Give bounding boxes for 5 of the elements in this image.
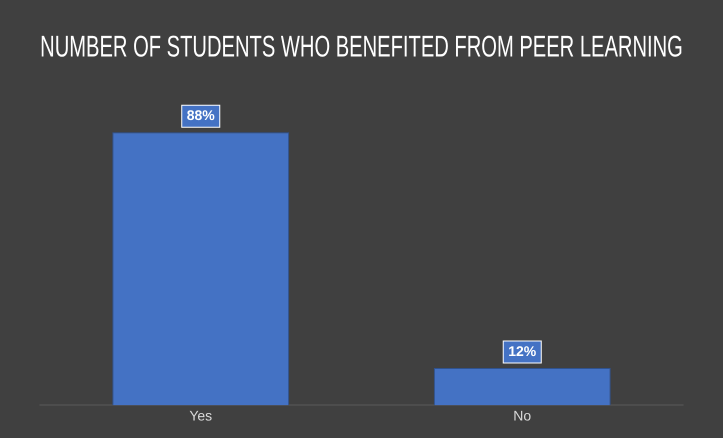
data-label: 12% [508, 342, 537, 359]
data-label: 88% [186, 107, 216, 124]
chart-title: NUMBER OF STUDENTS WHO BENEFITED FROM PEER LEARNING [40, 30, 683, 64]
x-tick-label: Yes [189, 407, 212, 424]
x-tick-label: No [513, 407, 532, 424]
